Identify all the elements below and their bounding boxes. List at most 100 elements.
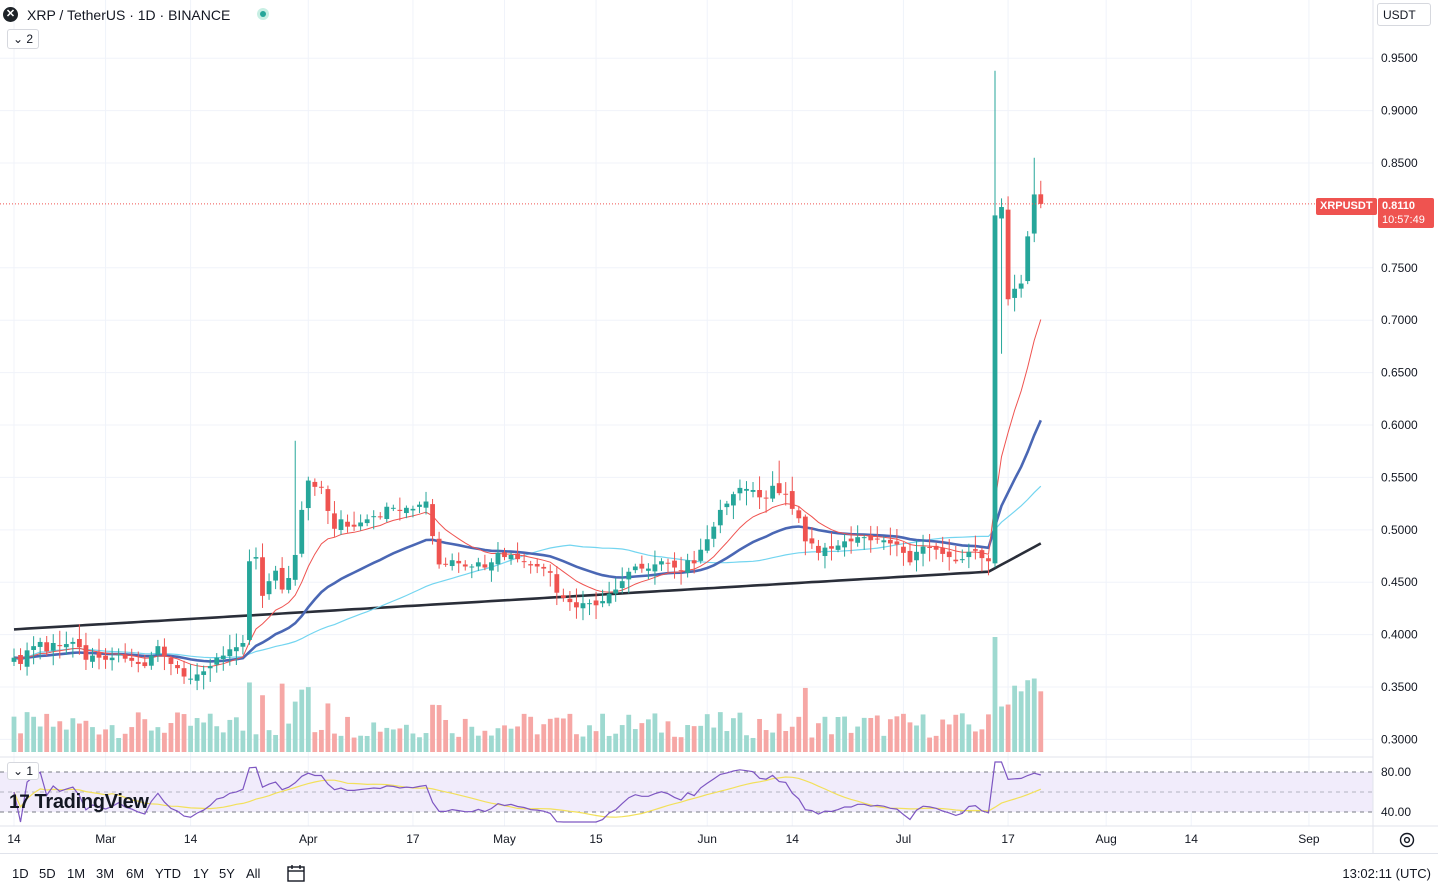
candle-body [659,561,664,565]
range-5y-button[interactable]: 5Y [219,866,235,881]
x-tick-label: May [493,832,516,846]
rsi-band [0,772,1373,812]
candle-body [750,489,756,492]
candle-body [96,652,102,658]
candle-body [240,643,246,647]
volume-bar [404,724,409,752]
volume-bar [521,713,527,752]
volume-bar [18,733,23,752]
volume-bar [560,718,566,752]
candle-body [397,509,403,511]
y-tick-label: 0.8500 [1381,156,1418,170]
volume-bar [894,716,900,752]
volume-bar [698,725,704,752]
candle-body [691,560,697,564]
candle-body [868,535,874,541]
volume-bar [1012,685,1018,752]
candle-body [443,563,449,565]
volume-bar [914,725,919,752]
volume-bar [626,714,632,752]
candle-body [436,538,442,565]
x-tick-label: 14 [786,832,800,846]
symbol-title[interactable]: XRP / TetherUS · 1D · BINANCE [27,7,231,23]
range-ytd-button[interactable]: YTD [155,866,181,881]
market-status-icon[interactable] [257,8,269,20]
candle-body [332,513,337,529]
candle-body [312,481,318,487]
volume-bar [122,733,128,752]
x-tick-label: Apr [299,832,318,846]
range-all-button[interactable]: All [246,866,261,881]
candle-body [50,643,56,651]
indicators-toggle-button[interactable]: ⌄ 2 [7,29,40,49]
volume-bar [802,687,808,752]
volume-bar [829,734,834,752]
candle-body [593,600,599,606]
candle-body [685,560,691,573]
candle-body [181,668,187,677]
candle-body [940,548,946,554]
volume-bar [286,723,292,752]
candle-body [914,551,919,561]
candle-body [423,501,429,508]
candle-body [168,657,174,664]
volume-bar [580,736,586,752]
volume-bar [168,723,174,752]
currency-select[interactable]: USDT [1377,3,1431,26]
candle-body [462,564,468,567]
volume-bar [325,703,331,752]
candle-body [162,646,167,656]
volume-bar [220,732,226,752]
volume-bar [999,706,1004,752]
candle-body [148,655,154,666]
candle-body [404,507,409,514]
volume-bar [953,714,959,752]
candle-body [822,547,828,557]
range-1m-button[interactable]: 1M [67,866,86,881]
range-1d-button[interactable]: 1D [12,866,29,881]
rsi-toggle-button[interactable]: ⌄ 1 [7,762,40,780]
range-3m-button[interactable]: 3M [96,866,115,881]
candle-body [600,601,605,604]
volume-bar [273,734,278,752]
candle-body [874,538,880,540]
volume-bar [724,731,730,752]
range-6m-button[interactable]: 6M [126,866,145,881]
volume-bar [567,713,573,752]
candle-body [57,645,63,647]
utc-clock[interactable]: 13:02:11 (UTC) [1342,866,1431,881]
candle-body [286,578,292,590]
calendar-icon[interactable] [286,863,306,883]
candle-body [194,674,200,681]
volume-bar [482,730,488,752]
candle-body [881,540,887,543]
tradingview-wordmark: TradingView [34,791,149,813]
volume-bar [1038,691,1044,752]
volume-bar [397,728,403,752]
settings-icon[interactable] [1398,831,1416,849]
tradingview-logo[interactable]: 17 TradingView [9,791,149,814]
candle-body [1018,283,1024,289]
volume-bar [57,721,63,752]
ma-red-line [13,319,1042,668]
volume-bar [796,716,802,752]
range-1y-button[interactable]: 1Y [193,866,209,881]
candle-body [567,598,573,603]
candle-body [18,655,23,664]
range-5d-button[interactable]: 5D [39,866,56,881]
candle-body [11,657,17,662]
x-tick-label: 14 [184,832,198,846]
rsi-tick-label: 80.00 [1381,765,1411,779]
volume-bar [489,735,494,752]
volume-bar [992,637,998,752]
volume-bar [305,687,311,752]
volume-bar [345,716,350,752]
candle-body [489,562,494,571]
volume-bar [1031,678,1037,752]
volume-bar [587,725,592,752]
candle-body [371,516,377,518]
candle-body [220,655,226,660]
volume-bar [868,717,874,752]
candle-body [547,571,553,573]
